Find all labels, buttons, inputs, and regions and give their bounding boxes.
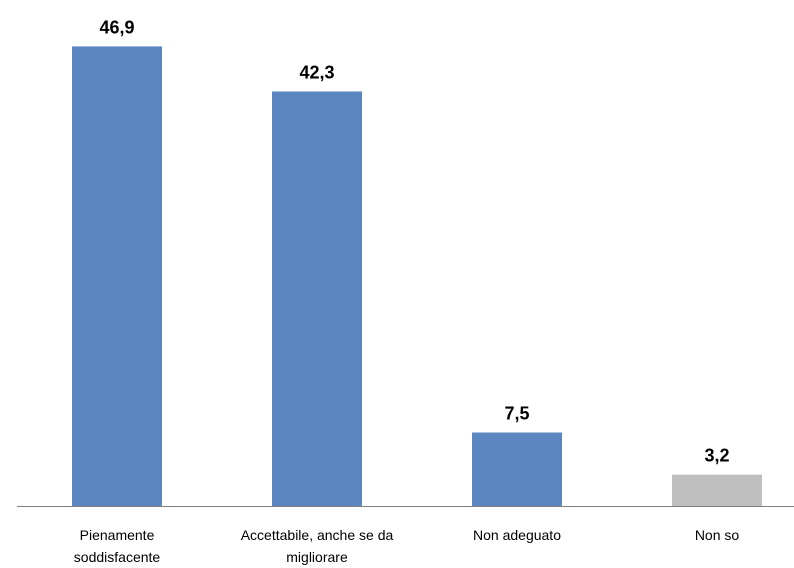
category-label-line: Accettabile, anche se da (241, 527, 394, 543)
category-label-4: Non so (695, 527, 740, 543)
bar-1 (72, 46, 162, 506)
category-label-2: Accettabile, anche se da migliorare (241, 527, 394, 565)
value-label-4: 3,2 (704, 446, 729, 466)
bar-2 (272, 91, 362, 507)
value-label-2: 42,3 (299, 62, 334, 82)
value-labels-group: 46,9 42,3 7,5 3,2 (99, 17, 729, 465)
category-label-line: migliorare (286, 549, 348, 565)
category-label-line: Non so (695, 527, 740, 543)
value-label-3: 7,5 (504, 404, 529, 424)
category-label-line: Pienamente (80, 527, 155, 543)
category-label-line: soddisfacente (74, 549, 161, 565)
bar-4 (672, 474, 762, 506)
category-label-1: Pienamente soddisfacente (74, 527, 161, 565)
category-label-line: Non adeguato (473, 527, 561, 543)
bar-3 (472, 432, 562, 506)
bars-group (72, 46, 762, 507)
category-labels-group: Pienamente soddisfacente Accettabile, anch… (74, 527, 740, 565)
value-label-1: 46,9 (99, 17, 134, 37)
category-label-3: Non adeguato (473, 527, 561, 543)
